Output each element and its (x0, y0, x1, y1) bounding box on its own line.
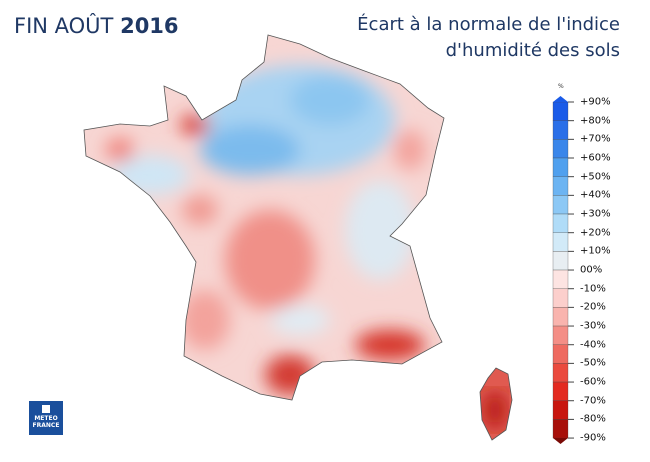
legend-tick-label: +80% (580, 115, 611, 127)
legend-swatch (552, 344, 569, 364)
legend-swatch (552, 307, 569, 327)
legend-unit: % (558, 83, 564, 90)
legend-tick-label: -40% (580, 339, 606, 351)
legend-tick-label: +90% (580, 96, 611, 108)
legend-swatch (552, 101, 569, 121)
legend-tick-label: +70% (580, 133, 611, 145)
map-title-line2: d'humidité des sols (445, 40, 620, 61)
legend-tick-label: +20% (580, 227, 611, 239)
meteo-france-logo: METEO FRANCE (29, 401, 63, 435)
legend-swatch (552, 139, 569, 159)
title-prefix: FIN AOÛT (14, 14, 114, 38)
legend-swatch (552, 213, 569, 233)
legend-tick-label: -90% (580, 432, 606, 444)
legend-tick-label: -20% (580, 301, 606, 313)
legend-swatch (552, 381, 569, 401)
legend-swatch (552, 232, 569, 252)
legend-swatch (552, 176, 569, 196)
legend-tick-label: +10% (580, 245, 611, 257)
legend-swatch (552, 157, 569, 177)
legend-swatch (552, 400, 569, 420)
legend-color-bar (552, 96, 574, 445)
legend-tick-label: -70% (580, 395, 606, 407)
logo-line1: METEO (34, 415, 58, 422)
legend-arrow-up (553, 96, 568, 102)
legend-arrow-down (553, 438, 568, 445)
title-year: 2016 (120, 14, 179, 38)
legend-swatch (552, 251, 569, 271)
legend-tick-label: -50% (580, 357, 606, 369)
legend-tick-label: +40% (580, 189, 611, 201)
legend-swatch (552, 195, 569, 215)
legend-tick-label: -60% (580, 376, 606, 388)
legend-tick-label: 00% (580, 264, 603, 276)
map-title: Écart à la normale de l'indice d'humidité… (357, 12, 620, 64)
map-date-title: FIN AOÛT 2016 (14, 14, 179, 38)
legend-tick-label: +30% (580, 208, 611, 220)
legend-swatch (552, 419, 569, 439)
legend-swatch (552, 120, 569, 140)
legend-tick-label: -30% (580, 320, 606, 332)
legend-swatch (552, 325, 569, 345)
corsica (480, 368, 512, 440)
legend-swatch (552, 288, 569, 308)
mainland-france (84, 35, 444, 400)
legend-tick-label: -10% (580, 283, 606, 295)
legend-tick-label: +50% (580, 171, 611, 183)
legend-tick-label: -80% (580, 413, 606, 425)
legend-swatch (552, 363, 569, 383)
map-title-line1: Écart à la normale de l'indice (357, 14, 620, 35)
legend-swatch (552, 269, 569, 289)
legend-tick-label: +60% (580, 152, 611, 164)
logo-line2: FRANCE (32, 422, 60, 429)
